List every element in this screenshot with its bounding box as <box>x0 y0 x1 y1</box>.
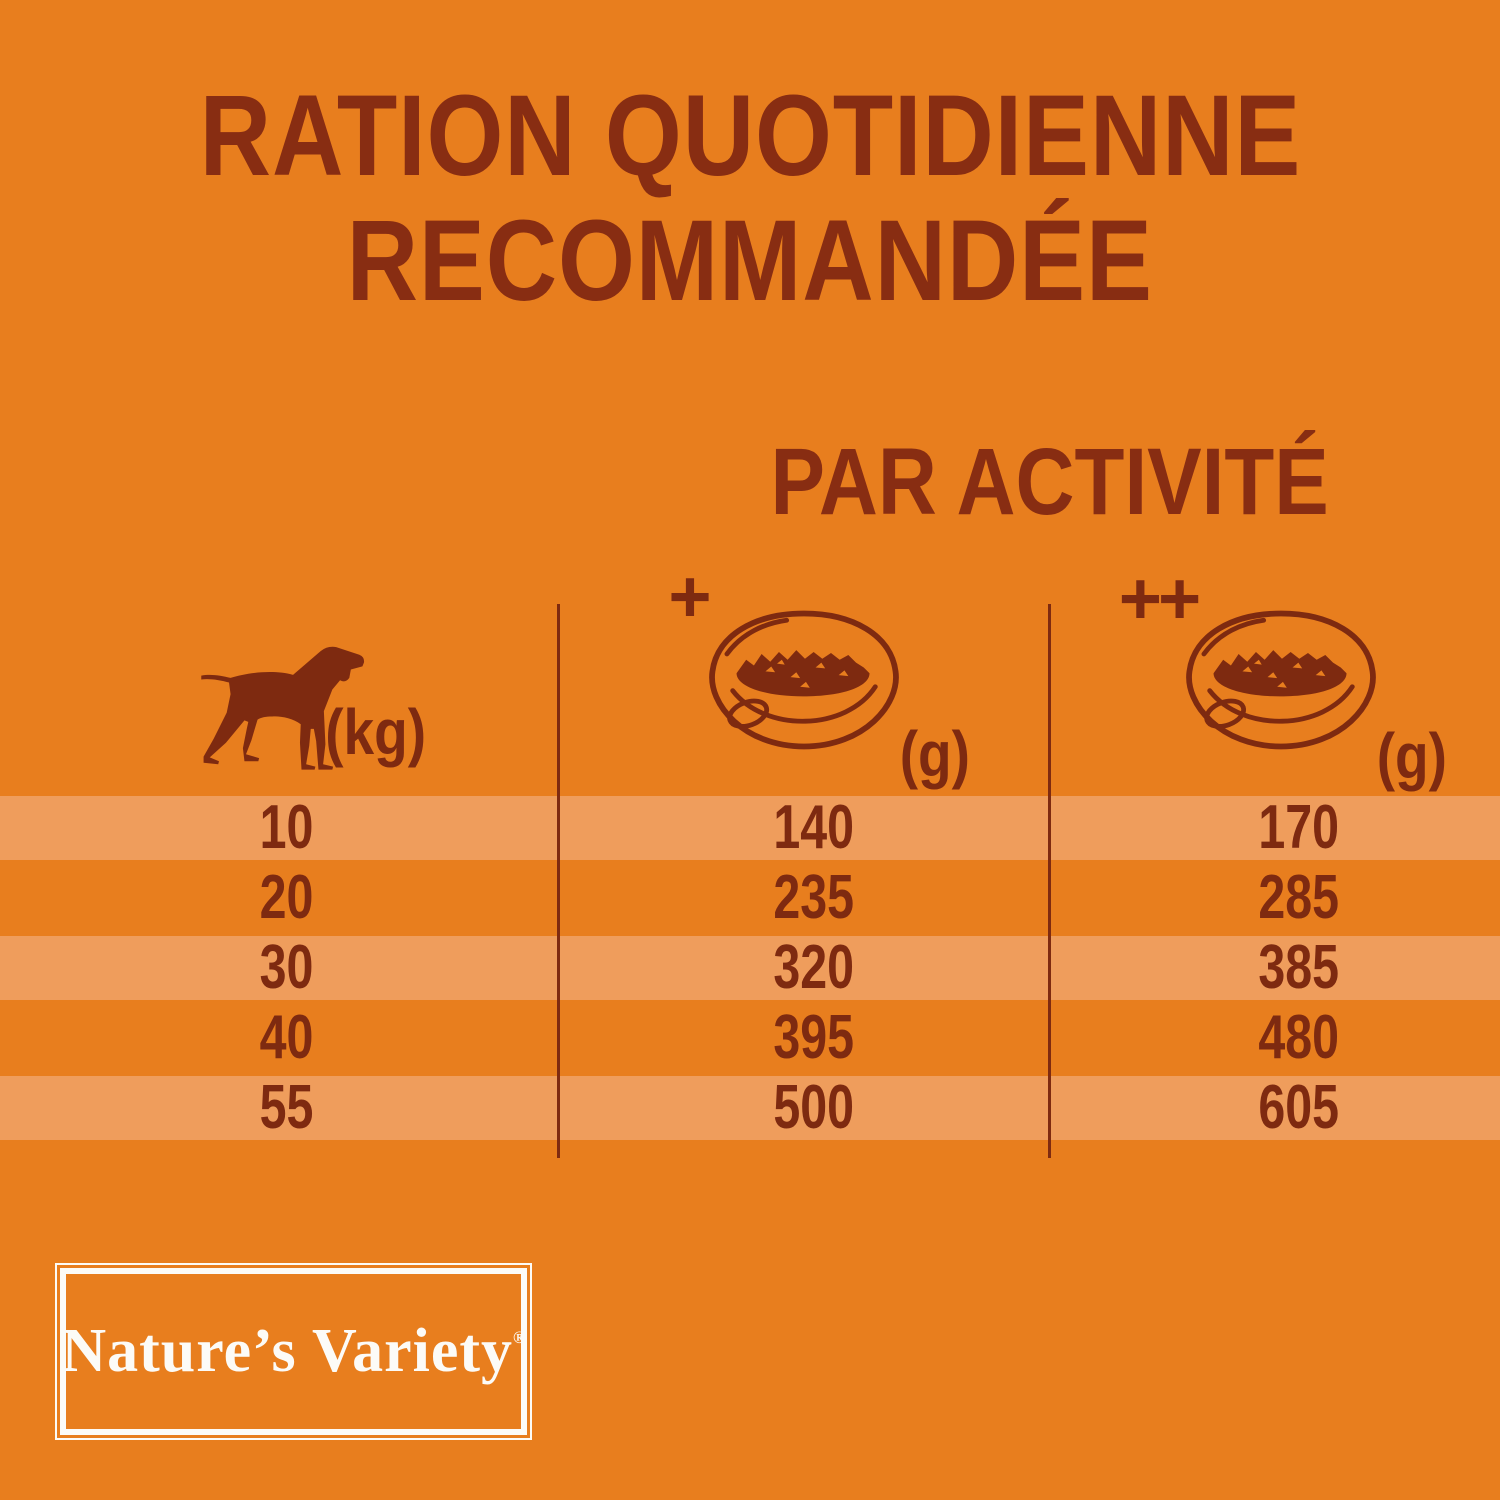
gram-unit-label-high: (g) <box>1376 720 1448 792</box>
registered-mark: ® <box>512 1328 526 1347</box>
table-row: 55 500 605 <box>0 1073 1500 1143</box>
page-title-line1: RATION QUOTIDIENNE <box>199 72 1301 200</box>
table-row: 10 140 170 <box>0 793 1500 863</box>
table-cell-plusplus: 170 <box>1258 793 1340 862</box>
table-cell-plusplus: 480 <box>1258 1003 1340 1072</box>
table-cell-kg: 55 <box>259 1073 313 1142</box>
table-cell-kg: 40 <box>259 1003 313 1072</box>
table-cell-plus: 235 <box>773 863 855 932</box>
table-cell-kg: 10 <box>259 793 313 862</box>
dog-bowl-icon-low-activity <box>709 610 899 750</box>
subtitle-par-activite: PAR ACTIVITÉ <box>770 429 1330 535</box>
table-rows: 10 140 170 20 235 285 30 320 385 40 395 480 55 500 605 <box>0 793 1500 1143</box>
table-cell-plus: 500 <box>773 1073 855 1142</box>
page-title-line2: RECOMMANDÉE <box>346 197 1154 325</box>
table-cell-plus: 395 <box>773 1003 855 1072</box>
dog-icon <box>201 646 365 770</box>
table-cell-kg: 20 <box>259 863 313 932</box>
column-divider-line <box>1048 604 1051 1158</box>
activity-plus-label: + <box>668 555 711 638</box>
page-title: RATION QUOTIDIENNE RECOMMANDÉE <box>0 74 1500 324</box>
table-cell-plusplus: 385 <box>1258 933 1340 1002</box>
column-divider-line <box>557 604 560 1158</box>
brand-logo-text: Nature’s Variety® <box>61 1317 526 1385</box>
table-row: 20 235 285 <box>0 863 1500 933</box>
table-cell-kg: 30 <box>259 933 313 1002</box>
dog-bowl-icon-high-activity <box>1186 610 1376 750</box>
activity-plusplus-label: ++ <box>1118 557 1201 640</box>
table-cell-plusplus: 285 <box>1258 863 1340 932</box>
gram-unit-label-low: (g) <box>899 718 971 790</box>
table-cell-plus: 140 <box>773 793 855 862</box>
brand-logo-box: Nature’s Variety® <box>55 1263 532 1440</box>
weight-unit-label: (kg) <box>325 696 427 768</box>
table-row: 40 395 480 <box>0 1003 1500 1073</box>
table-cell-plusplus: 605 <box>1258 1073 1340 1142</box>
table-row: 30 320 385 <box>0 933 1500 1003</box>
table-cell-plus: 320 <box>773 933 855 1002</box>
